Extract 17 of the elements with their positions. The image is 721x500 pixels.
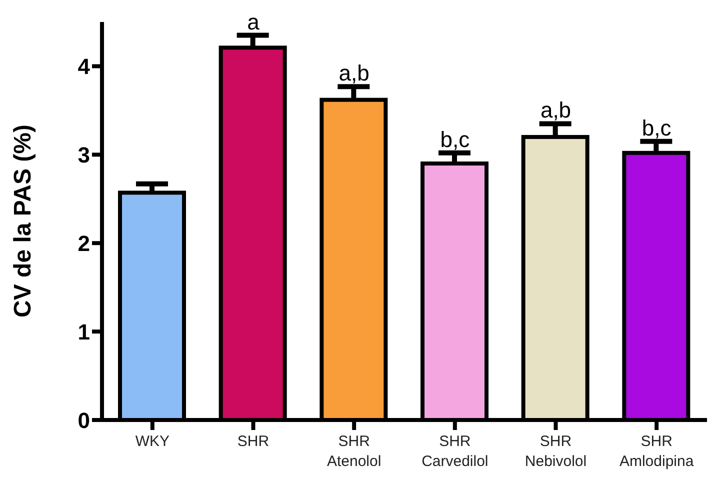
annotation: b,c xyxy=(440,126,470,152)
y-tick-label: 1 xyxy=(78,319,90,344)
y-tick-label: 0 xyxy=(78,408,90,433)
annotation: a,b xyxy=(540,98,572,123)
x-tick-label: SHR Atenolol xyxy=(326,433,382,470)
x-tick-label: SHR Carvedilol xyxy=(422,433,488,470)
x-tick-label: WKY xyxy=(135,433,170,450)
annotation: a xyxy=(247,9,260,34)
y-tick-label: 3 xyxy=(78,142,90,168)
annotation: a,b xyxy=(338,60,370,86)
annotation: b,c xyxy=(642,115,672,140)
y-tick-label: 4 xyxy=(78,54,91,80)
x-tick-label: SHR Nebivolol xyxy=(524,433,587,470)
y-tick-label: 2 xyxy=(78,230,90,256)
x-tick-label: SHR xyxy=(237,433,270,450)
x-tick-label: SHR Amlodipina xyxy=(619,433,694,470)
y-axis-title: CV de la PAS (%) xyxy=(10,124,37,318)
